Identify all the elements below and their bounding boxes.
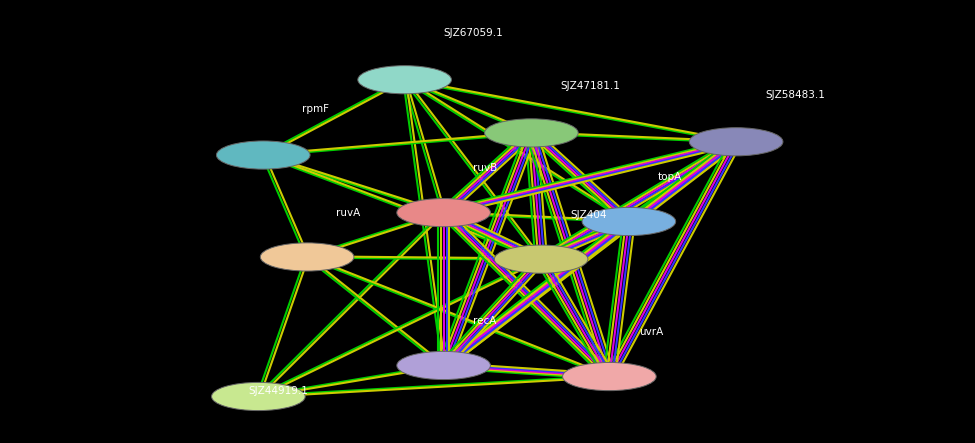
Ellipse shape — [689, 128, 783, 156]
Text: rpmF: rpmF — [302, 104, 330, 113]
Text: ruvB: ruvB — [473, 163, 497, 173]
Text: ruvA: ruvA — [336, 208, 361, 218]
Ellipse shape — [216, 141, 310, 169]
Ellipse shape — [485, 119, 578, 147]
Text: recA: recA — [473, 316, 496, 326]
Ellipse shape — [494, 245, 588, 273]
Ellipse shape — [397, 351, 490, 380]
Ellipse shape — [260, 243, 354, 271]
Text: SJZ47181.1: SJZ47181.1 — [561, 82, 620, 91]
Text: SJZ58483.1: SJZ58483.1 — [765, 90, 825, 100]
Text: SJZ404: SJZ404 — [570, 210, 606, 220]
Text: topA: topA — [658, 172, 682, 182]
Text: SJZ67059.1: SJZ67059.1 — [444, 28, 503, 38]
Ellipse shape — [397, 198, 490, 227]
Text: SJZ44919.1: SJZ44919.1 — [249, 386, 308, 396]
Ellipse shape — [358, 66, 451, 94]
Text: uvrA: uvrA — [639, 327, 663, 337]
Ellipse shape — [582, 207, 676, 236]
Ellipse shape — [563, 362, 656, 391]
Ellipse shape — [212, 382, 305, 411]
